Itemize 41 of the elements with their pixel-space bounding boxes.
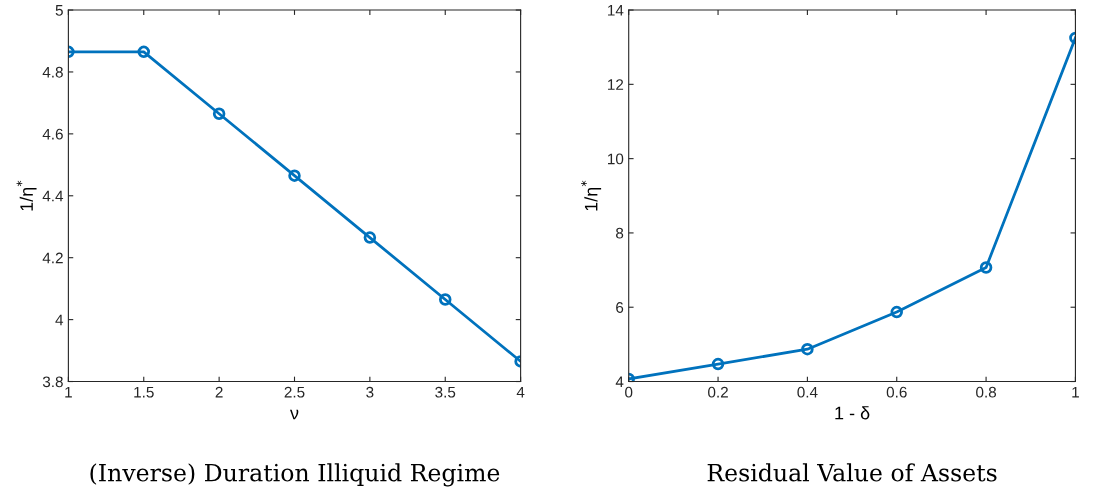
x-tick-label: 1 — [65, 386, 72, 398]
point — [711, 357, 725, 371]
x-tick-label: 2.5 — [284, 386, 305, 398]
x-tick-label: 0.8 — [976, 386, 997, 398]
point — [438, 293, 452, 306]
y-tick-label: 5 — [55, 5, 63, 16]
y-tick-label: 6 — [616, 302, 624, 313]
point — [363, 231, 377, 244]
x-tick-label: 0.2 — [708, 386, 728, 398]
x-tick-label: 1 — [1072, 386, 1079, 398]
point — [801, 342, 814, 356]
point — [979, 261, 993, 274]
y-tick-label: 10 — [608, 153, 624, 165]
y-tick-label: 3.8 — [42, 376, 63, 388]
x-tick-label: 1.5 — [134, 386, 154, 398]
x-tick-label: 4 — [516, 386, 525, 398]
y-tick-label: 4.4 — [42, 190, 64, 202]
y-tick-label: 4.8 — [42, 66, 63, 78]
point — [890, 305, 903, 319]
point — [212, 107, 226, 120]
text: (Inverse) Duration Illiquid Regime — [90, 463, 500, 487]
y-tick-label: 14 — [608, 5, 624, 16]
point — [137, 45, 151, 59]
x-tick-label: 0.6 — [886, 386, 907, 398]
x-tick-label: 0.4 — [797, 386, 818, 398]
y-tick-label: 12 — [608, 79, 624, 90]
y-tick-label: 4.2 — [42, 252, 63, 264]
y-tick-label: 4.6 — [42, 128, 63, 140]
x-tick-label: 2 — [215, 386, 223, 398]
x-tick-label: 3 — [366, 386, 374, 398]
y-tick-label: 4 — [615, 376, 624, 388]
point — [288, 169, 301, 182]
x-axis-title: ν — [289, 409, 299, 420]
x-tick-label: 3.5 — [435, 386, 456, 398]
y-axis-title: 1/η$^{*}$ — [581, 180, 602, 211]
y-tick-label: 4 — [55, 314, 64, 326]
y-tick-label: 8 — [616, 227, 624, 239]
x-tick-label: 0 — [625, 386, 633, 398]
x-axis-title: 1 - δ — [835, 406, 870, 420]
text: Residual Value of Assets — [707, 463, 997, 482]
y-axis-title: 1/η$^{*}$ — [16, 180, 37, 211]
